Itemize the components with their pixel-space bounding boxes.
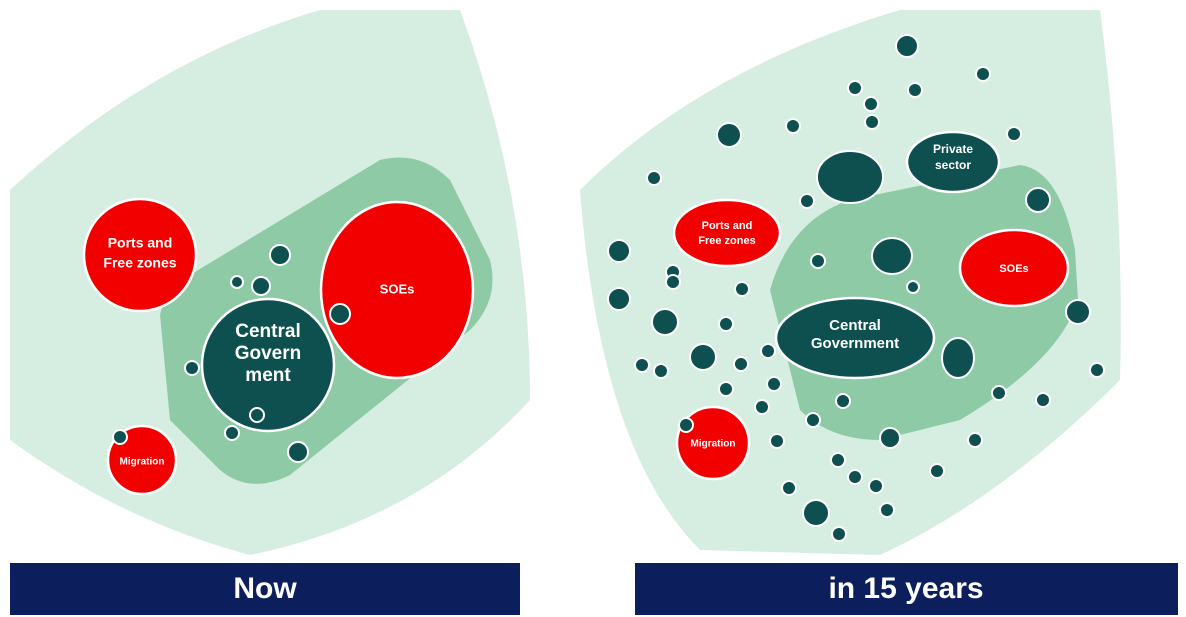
- node: [958, 228, 1070, 308]
- dot: [879, 502, 895, 518]
- dot: [665, 274, 681, 290]
- dot: [871, 237, 913, 275]
- dot: [847, 80, 863, 96]
- dot: [760, 343, 776, 359]
- dots: [112, 244, 351, 463]
- dot: [816, 150, 884, 204]
- dot: [864, 114, 880, 130]
- node-label: Central: [235, 321, 300, 342]
- node: [319, 200, 475, 380]
- node: [774, 296, 936, 380]
- dot: [634, 357, 650, 373]
- dot: [785, 118, 801, 134]
- node: [82, 197, 198, 313]
- dot: [754, 399, 770, 415]
- dot: [733, 356, 749, 372]
- dot: [799, 193, 815, 209]
- dot: [651, 308, 679, 336]
- dot: [1006, 126, 1022, 142]
- dot: [716, 122, 742, 148]
- dot: [678, 417, 694, 433]
- dot: [1089, 362, 1105, 378]
- node-label: Migration: [691, 439, 736, 450]
- dot: [689, 343, 717, 371]
- node-label: Free zones: [698, 235, 755, 247]
- dot: [269, 244, 291, 266]
- dot: [1025, 187, 1051, 213]
- dot: [879, 427, 901, 449]
- dot: [287, 441, 309, 463]
- node-label: ment: [245, 365, 291, 386]
- node-label: Private: [933, 142, 973, 156]
- dot: [249, 407, 265, 423]
- caption: Now: [233, 572, 297, 605]
- dot: [769, 433, 785, 449]
- node: [672, 198, 782, 268]
- dot: [868, 478, 884, 494]
- dots: [607, 34, 1105, 542]
- node-label: sector: [935, 158, 971, 172]
- dot: [906, 280, 920, 294]
- node-label: Ports and: [108, 235, 173, 251]
- caption: in 15 years: [828, 572, 983, 605]
- node: [200, 297, 336, 433]
- node-label: Government: [811, 335, 899, 352]
- dot: [224, 425, 240, 441]
- node-label: Free zones: [103, 255, 176, 271]
- dot: [810, 253, 826, 269]
- dot: [941, 337, 975, 379]
- node-label: Central: [829, 317, 881, 334]
- dot: [607, 287, 631, 311]
- node-label: SOEs: [999, 263, 1028, 275]
- dot: [184, 360, 200, 376]
- caption-bar: [635, 563, 1178, 615]
- dot: [1065, 299, 1091, 325]
- node-label: Govern: [235, 343, 302, 364]
- dot: [831, 526, 847, 542]
- dot: [863, 96, 879, 112]
- dot: [653, 363, 669, 379]
- dot: [329, 303, 351, 325]
- node-label: Migration: [120, 457, 165, 468]
- dot: [830, 452, 846, 468]
- dot: [835, 393, 851, 409]
- dot: [718, 316, 734, 332]
- dot: [975, 66, 991, 82]
- dot: [805, 412, 821, 428]
- dot: [847, 469, 863, 485]
- dot: [991, 385, 1007, 401]
- dot: [766, 376, 782, 392]
- node-label: Ports and: [702, 220, 753, 232]
- node: [905, 130, 1001, 194]
- dot: [1035, 392, 1051, 408]
- dot: [929, 463, 945, 479]
- dot: [112, 429, 128, 445]
- node: [675, 405, 751, 481]
- dot: [251, 276, 271, 296]
- dot: [907, 82, 923, 98]
- dot: [607, 239, 631, 263]
- dot: [230, 275, 244, 289]
- node-label: SOEs: [380, 281, 415, 296]
- caption-bar: [10, 563, 520, 615]
- dot: [646, 170, 662, 186]
- dot: [734, 281, 750, 297]
- dot: [781, 480, 797, 496]
- dot: [967, 432, 983, 448]
- dot: [802, 499, 830, 527]
- dot: [718, 381, 734, 397]
- dot: [895, 34, 919, 58]
